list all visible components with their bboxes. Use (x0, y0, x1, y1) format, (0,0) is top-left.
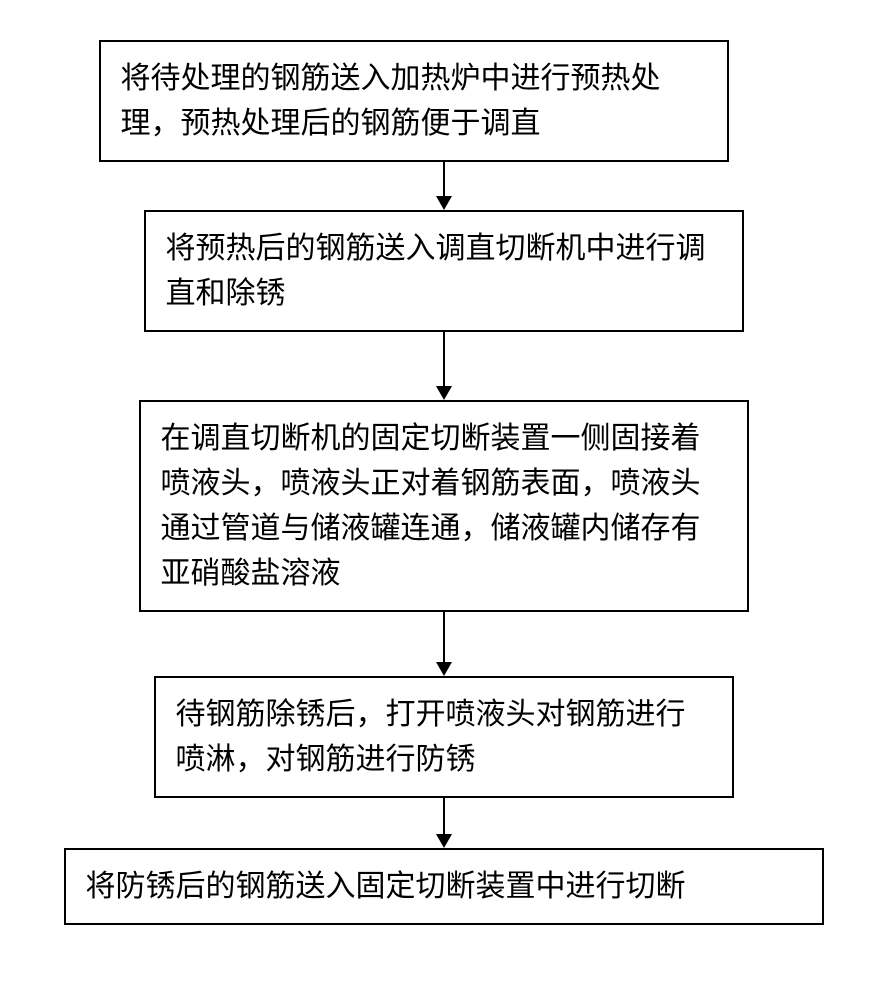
arrow-line (443, 162, 445, 196)
flowchart-step-1: 将待处理的钢筋送入加热炉中进行预热处理，预热处理后的钢筋便于调直 (99, 40, 729, 162)
arrow-head-icon (436, 834, 452, 848)
arrow-head-icon (436, 662, 452, 676)
step-text: 在调直切断机的固定切断装置一侧固接着喷液头，喷液头正对着钢筋表面，喷液头通过管道… (161, 422, 701, 590)
arrow-head-icon (436, 196, 452, 210)
step-text: 待钢筋除锈后，打开喷液头对钢筋进行喷淋，对钢筋进行防锈 (176, 698, 686, 776)
arrow-line (443, 612, 445, 662)
arrow-line (443, 332, 445, 386)
flowchart-arrow-4 (436, 798, 452, 848)
step-text: 将防锈后的钢筋送入固定切断装置中进行切断 (86, 870, 686, 903)
flowchart-arrow-2 (436, 332, 452, 400)
flowchart-step-3: 在调直切断机的固定切断装置一侧固接着喷液头，喷液头正对着钢筋表面，喷液头通过管道… (139, 400, 749, 612)
arrow-head-icon (436, 386, 452, 400)
step-text: 将预热后的钢筋送入调直切断机中进行调直和除锈 (166, 232, 706, 310)
arrow-line (443, 798, 445, 834)
flowchart-step-5: 将防锈后的钢筋送入固定切断装置中进行切断 (64, 848, 824, 925)
flowchart-arrow-1 (436, 162, 452, 210)
flowchart-container: 将待处理的钢筋送入加热炉中进行预热处理，预热处理后的钢筋便于调直 将预热后的钢筋… (64, 40, 824, 925)
flowchart-step-2: 将预热后的钢筋送入调直切断机中进行调直和除锈 (144, 210, 744, 332)
step-text: 将待处理的钢筋送入加热炉中进行预热处理，预热处理后的钢筋便于调直 (121, 62, 661, 140)
flowchart-step-4: 待钢筋除锈后，打开喷液头对钢筋进行喷淋，对钢筋进行防锈 (154, 676, 734, 798)
flowchart-arrow-3 (436, 612, 452, 676)
